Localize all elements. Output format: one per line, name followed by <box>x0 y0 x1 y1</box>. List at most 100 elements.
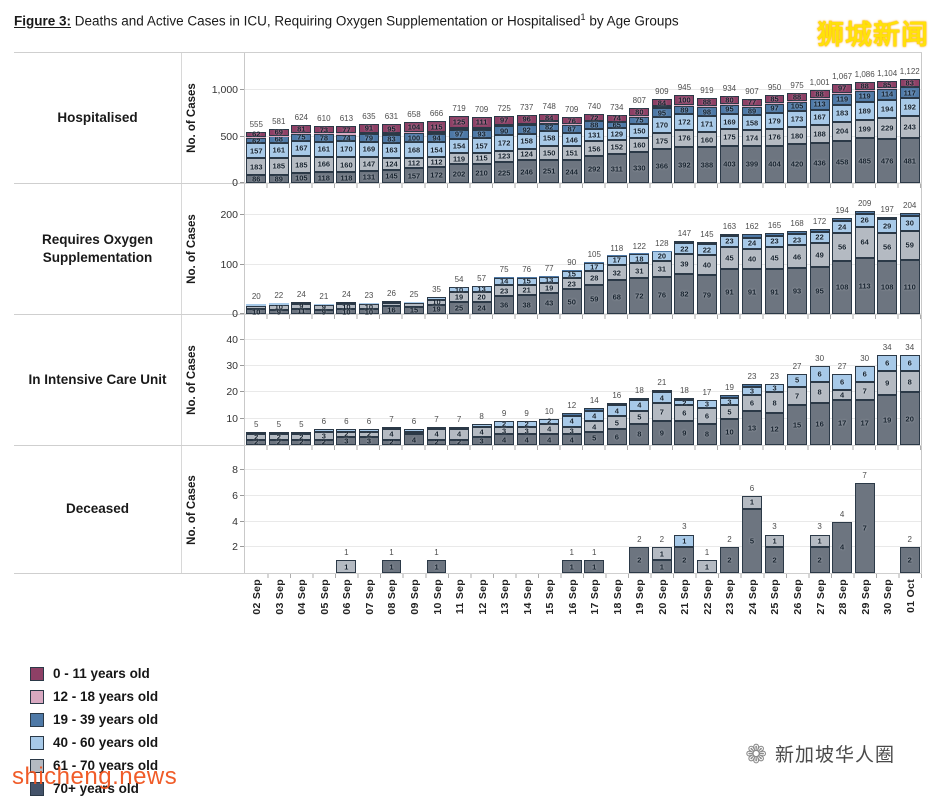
segment-value-label: 20 <box>477 292 486 302</box>
segment-value-label: 2 <box>299 432 304 442</box>
segment-value-label: 5 <box>592 433 597 443</box>
segment-value-label: 77 <box>747 97 757 107</box>
bar-segment-12-18- <box>832 92 853 94</box>
bar-column-11-sep <box>448 446 471 573</box>
bar-segment-19-39- <box>584 408 605 411</box>
x-date-label: 10 Sep <box>431 579 444 615</box>
segment-value-label: 4 <box>524 434 529 444</box>
bar-segment-61-70-: 10 <box>268 303 289 310</box>
bar-total-label: 54 <box>454 275 464 285</box>
segment-value-label: 17 <box>590 262 599 272</box>
bar-segment-70+-: 292 <box>584 155 605 183</box>
bar-segment-19-39- <box>854 210 875 214</box>
bar-segment-19-39-: 78 <box>313 134 334 142</box>
segment-value-label: 13 <box>545 275 554 285</box>
bar-column-07-sep: 131 147 169 79 91 635 <box>358 53 381 183</box>
bar-total-label: 75 <box>499 264 509 274</box>
segment-value-label: 118 <box>340 172 353 182</box>
legend-label: 61 - 70 years old <box>53 758 159 773</box>
bar-segment-61-70-: 9 <box>313 304 334 311</box>
bar-segment-40-60- <box>426 426 447 430</box>
segment-value-label: 3 <box>569 425 574 435</box>
bar-column-30-sep: 108 56 29 197 <box>876 184 899 314</box>
bar-segment-19-39- <box>809 229 830 233</box>
segment-value-label: 1 <box>704 561 709 571</box>
bar-segment-40-60-: 6 <box>854 365 875 382</box>
x-date-label: 19 Sep <box>634 579 647 615</box>
bar-total-label: 709 <box>474 105 489 115</box>
bar-total-label: 34 <box>905 343 915 353</box>
legend-item: 0 - 11 years old <box>30 662 158 685</box>
bar-segment-70+-: 113 <box>854 258 875 314</box>
segment-value-label: 10 <box>342 301 351 311</box>
bar-column-03-sep: 9 10 22 <box>268 184 291 315</box>
dandelion-icon: ❁ <box>745 738 768 769</box>
segment-value-label: 3 <box>344 436 349 446</box>
segment-value-label: 10 <box>725 427 734 437</box>
segment-value-label: 183 <box>250 161 263 171</box>
bar-column-25-sep: 12 8 3 23 <box>763 315 786 445</box>
bar-segment-70+-: 43 <box>539 292 560 314</box>
panel-deceased: Deceased No. of Cases 2 4 6 8 1 1 1 1 1 1 1 1 1 1 2 2 1 1 2 2… <box>14 446 922 574</box>
plot-area: 86 183 157 62 62 555 89 185 161 68 69 581 105 185 167 7… <box>244 53 922 183</box>
segment-value-label: 4 <box>592 421 597 431</box>
bar-segment-61-70-: 180 <box>787 127 807 145</box>
bar-segment-61-70-: 39 <box>674 254 695 274</box>
segment-value-label: 72 <box>590 112 599 122</box>
bar-total-label: 162 <box>745 222 759 232</box>
bar-column-13-sep: 225 123 172 90 97 725 <box>493 53 516 183</box>
bar-segment-70+-: 404 <box>764 145 785 183</box>
bar-segment-61-70-: 7 <box>651 402 672 422</box>
segment-value-label: 17 <box>860 417 869 427</box>
bar-segment-19-39- <box>584 261 605 263</box>
bar-segment-12-18- <box>268 135 289 137</box>
segment-value-label: 111 <box>475 117 488 127</box>
x-date-label: 08 Sep <box>386 579 399 615</box>
segment-value-label: 7 <box>862 523 867 533</box>
bar-segment-70+-: 2 <box>246 439 267 446</box>
bar-segment-40-60-: 170 <box>651 117 672 133</box>
bar-segment-40-60-: 169 <box>359 141 379 158</box>
bar-segment-12-18- <box>516 123 537 126</box>
bar-segment-19-39-: 92 <box>516 125 537 135</box>
bar-segment-19-39- <box>832 218 853 222</box>
bar-segment-70+-: 4 <box>516 434 537 445</box>
bar-segment-19-39-: 100 <box>404 133 424 143</box>
segment-value-label: 2 <box>682 398 687 408</box>
bar-segment-12-18- <box>742 105 762 107</box>
bar-column-24-sep: 91 40 24 162 <box>741 184 764 314</box>
segment-value-label: 2 <box>772 555 777 565</box>
y-tick-label: 4 <box>232 515 238 528</box>
segment-value-label: 1 <box>749 497 755 507</box>
legend-label: 70+ years old <box>53 781 139 796</box>
bar-segment-61-70-: 1 <box>651 547 672 561</box>
bar-total-label: 2 <box>659 535 665 545</box>
bar-segment-70+-: 19 <box>426 304 447 314</box>
bar-segment-70+-: 16 <box>809 402 830 445</box>
x-date-label: 26 Sep <box>792 579 805 615</box>
bar-segment-12-18- <box>291 132 312 134</box>
bar-segment-61-70-: 19 <box>449 292 469 302</box>
gridline <box>245 338 921 340</box>
x-date-label: 04 Sep <box>296 579 309 615</box>
bar-segment-40-60-: 6 <box>899 355 920 372</box>
segment-value-label: 10 <box>342 306 351 316</box>
segment-value-label: 22 <box>815 232 824 242</box>
bar-segment-70+-: 225 <box>494 162 515 183</box>
bar-segment-61-70-: 3 <box>516 426 537 435</box>
segment-value-label: 97 <box>499 115 509 125</box>
bar-segment-40-60-: 18 <box>629 254 650 264</box>
bar-column-11-sep: 25 19 10 54 <box>448 184 471 314</box>
bar-segment-61-70-: 64 <box>854 226 875 259</box>
bar-total-label: 23 <box>364 290 374 300</box>
row-label: Deceased <box>14 446 182 573</box>
segment-value-label: 147 <box>362 159 376 169</box>
segment-value-label: 392 <box>678 160 691 170</box>
bar-total-label: 17 <box>702 388 712 398</box>
bar-segment-40-60-: 4 <box>606 405 627 416</box>
bar-segment-40-60-: 192 <box>899 98 920 116</box>
bar-total-label: 172 <box>812 217 827 227</box>
bar-segment-70+-: 1 <box>561 560 582 573</box>
segment-value-label: 92 <box>522 125 531 134</box>
